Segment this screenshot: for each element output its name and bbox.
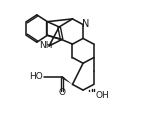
Text: NH: NH (39, 41, 53, 51)
Text: OH: OH (96, 91, 109, 100)
Polygon shape (61, 76, 72, 84)
Text: N: N (82, 19, 90, 29)
Text: HO: HO (30, 72, 43, 81)
Text: O: O (58, 88, 65, 98)
